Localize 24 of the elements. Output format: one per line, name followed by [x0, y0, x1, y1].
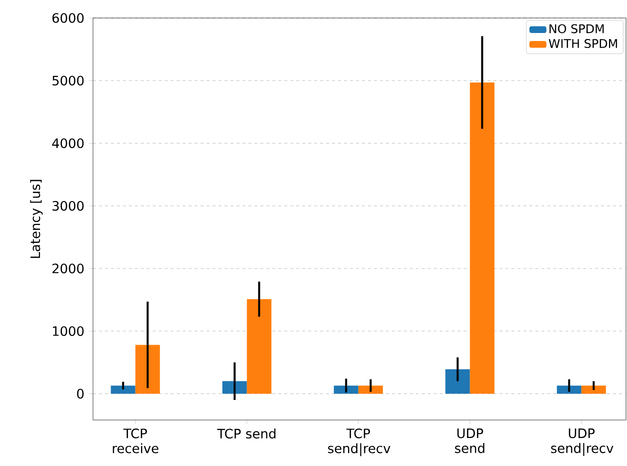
x-tick-label: TCP receive: [112, 428, 158, 454]
x-tick-label: TCP send: [217, 428, 276, 439]
bar: [222, 381, 247, 394]
y-tick-label: 6000: [52, 13, 84, 23]
y-tick-label: 0: [77, 388, 84, 399]
bar: [358, 386, 383, 394]
y-tick-label: 5000: [52, 76, 84, 86]
bar: [556, 386, 582, 394]
y-tick-label: 1000: [52, 326, 84, 336]
bar: [581, 386, 606, 394]
x-tick-label: TCP send|recv: [328, 428, 390, 456]
y-tick-label: 2000: [52, 264, 84, 274]
x-tick-label: UDP send: [455, 428, 484, 454]
y-axis-title: Latency [us]: [30, 180, 43, 258]
bar: [445, 369, 470, 394]
legend-label: NO SPDM: [550, 24, 604, 34]
x-tick-label: UDP send|recv: [551, 428, 614, 456]
bar: [110, 386, 136, 394]
legend-label: WITH SPDM: [548, 38, 617, 48]
y-tick-label: 4000: [52, 138, 84, 148]
bar: [246, 299, 272, 394]
y-tick-label: 3000: [52, 200, 84, 211]
bar: [470, 82, 494, 394]
bar: [334, 386, 358, 394]
